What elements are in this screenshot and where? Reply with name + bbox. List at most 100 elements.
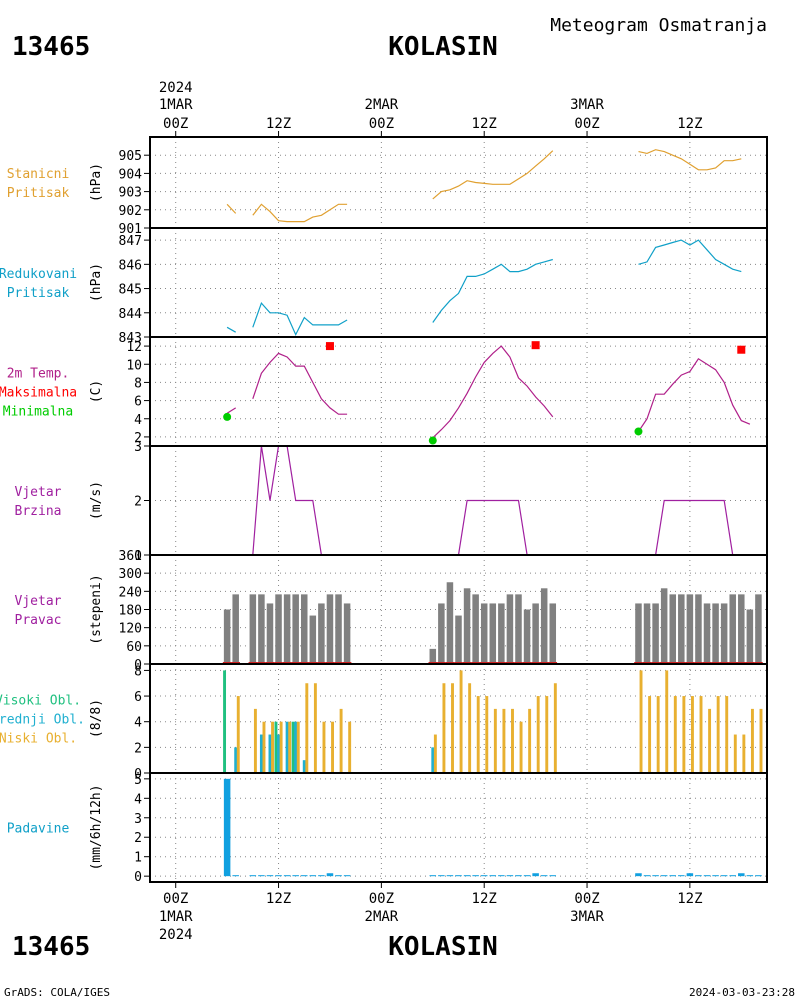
bar	[455, 875, 462, 877]
bar-low-cloud	[485, 696, 489, 773]
bar	[523, 875, 531, 877]
bar-low-cloud	[528, 708, 532, 773]
y-tick-label: 4	[134, 716, 142, 731]
bottom-time-label: 00Z	[574, 891, 599, 907]
max-temp-marker	[737, 345, 746, 354]
top-time-label: 12Z	[677, 116, 702, 132]
bar-low-cloud	[545, 696, 549, 773]
panel-frame	[149, 336, 768, 447]
y-tick-label: 904	[119, 167, 143, 182]
bar	[232, 875, 239, 877]
bar	[523, 609, 531, 664]
bar-low-cloud	[331, 721, 334, 773]
station-id-top: 13465	[12, 32, 90, 62]
bar-low-cloud	[236, 696, 240, 773]
bar	[446, 582, 454, 664]
series-line	[638, 239, 742, 273]
bar	[652, 875, 659, 877]
bar	[515, 875, 522, 877]
y-tick-label: 0	[134, 870, 142, 885]
bar	[532, 603, 539, 664]
bar-low-cloud	[288, 721, 292, 773]
bar-low-cloud	[725, 696, 729, 773]
bar-low-cloud	[733, 734, 737, 773]
y-tick-label: 360	[119, 549, 142, 564]
bar	[232, 594, 239, 664]
bar-high-cloud	[274, 721, 278, 773]
y-tick-label: 60	[126, 640, 142, 655]
series-line	[432, 499, 553, 556]
bar-low-cloud	[322, 721, 326, 773]
top-date-label: 1MAR	[159, 97, 193, 113]
bottom-year-label: 2024	[159, 927, 193, 943]
bar-low-cloud	[553, 683, 557, 773]
bar	[266, 875, 274, 877]
bar-mid-cloud	[431, 747, 435, 773]
bar	[446, 875, 454, 877]
bar	[686, 873, 694, 877]
bar	[455, 615, 462, 664]
bar-mid-cloud	[285, 721, 289, 773]
bar	[746, 609, 754, 664]
bar	[249, 594, 257, 664]
y-tick-label: 844	[119, 307, 143, 322]
top-date-label: 3MAR	[570, 97, 604, 113]
y-axis-label: (hPa)	[89, 263, 104, 302]
bar-low-cloud	[536, 696, 540, 773]
bar	[489, 875, 497, 877]
bar-low-cloud	[648, 696, 652, 773]
footer-timestamp: 2024-03-03-23:28	[689, 986, 795, 999]
bar-mid-cloud	[234, 747, 238, 773]
station-id-bottom: 13465	[12, 932, 90, 962]
y-tick-label: 3	[134, 812, 142, 827]
bar	[695, 875, 702, 877]
bar	[643, 603, 651, 664]
y-tick-label: 6	[134, 395, 142, 410]
bar	[643, 875, 651, 877]
bar-low-cloud	[639, 670, 643, 773]
bar-low-cloud	[699, 696, 703, 773]
y-axis-label: (m/s)	[89, 481, 104, 520]
y-tick-label: 2	[134, 741, 142, 756]
y-tick-label: 4	[134, 413, 142, 428]
bar-low-cloud	[253, 708, 257, 773]
bar	[652, 603, 659, 664]
bar-low-cloud	[682, 696, 686, 773]
y-tick-label: 8	[134, 664, 142, 679]
bar	[703, 603, 711, 664]
y-tick-label: 903	[119, 186, 142, 201]
y-tick-label: 905	[119, 149, 142, 164]
min-temp-marker	[634, 427, 643, 436]
panel-reduced_pressure: 843 844 845 846 847 (hPa) Redukovani Pritisak	[0, 227, 768, 346]
bar	[712, 875, 719, 877]
panel-label: Minimalna	[3, 405, 73, 420]
bar	[540, 588, 548, 664]
bar	[463, 875, 471, 877]
y-tick-label: 847	[119, 234, 142, 249]
footer-credit: GrADS: COLA/IGES	[4, 986, 110, 999]
panel-precipitation: 0 1 2 3 4 5 (mm/6h/12h) Padavine	[7, 772, 768, 885]
panel-wind_direction: 0 60 120 180 240 300 360 (stepeni) Vjetar Pravac	[15, 549, 768, 673]
panel-label: 2m Temp.	[7, 367, 70, 382]
panel-label: Brzina	[15, 504, 62, 519]
bottom-time-label: 00Z	[369, 891, 394, 907]
series-line	[252, 301, 348, 336]
y-tick-label: 843	[119, 331, 142, 346]
bar	[300, 875, 308, 877]
bottom-time-label: 12Z	[266, 891, 291, 907]
bar	[669, 875, 676, 877]
series-line	[252, 445, 348, 556]
min-temp-marker	[428, 436, 437, 445]
bar-low-cloud	[759, 708, 763, 773]
bar-low-cloud	[502, 708, 506, 773]
panel-label: Vjetar	[15, 594, 62, 609]
panel-label: Pravac	[15, 613, 62, 628]
station-name-bottom: KOLASIN	[388, 932, 498, 962]
bar-high-cloud	[223, 670, 227, 773]
bottom-time-label: 12Z	[677, 891, 702, 907]
bar	[755, 875, 762, 877]
bar	[429, 648, 437, 664]
y-tick-label: 240	[119, 585, 142, 600]
bar-low-cloud	[339, 708, 343, 773]
